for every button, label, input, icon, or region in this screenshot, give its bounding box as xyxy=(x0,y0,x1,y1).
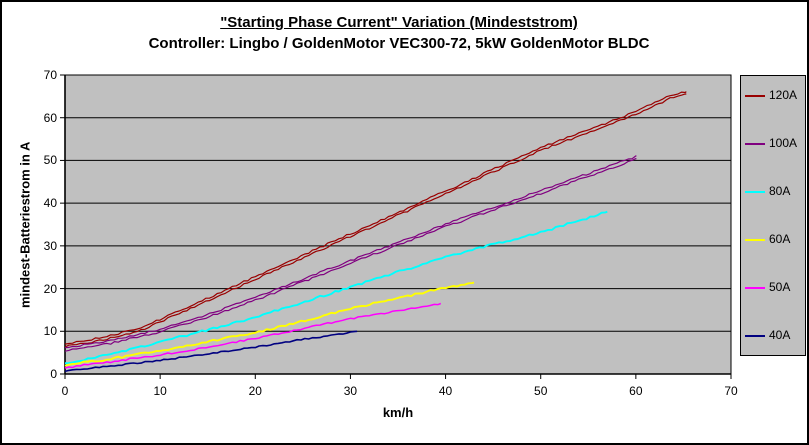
y-tick-label: 30 xyxy=(43,238,57,253)
x-tick-label: 20 xyxy=(248,384,262,398)
legend-entry-40A: 40A xyxy=(745,329,801,342)
x-tick-label: 40 xyxy=(438,384,453,398)
chart-subtitle: Controller: Lingbo / GoldenMotor VEC300-… xyxy=(148,35,650,52)
legend-line-swatch xyxy=(745,94,765,97)
legend-label: 120A xyxy=(769,88,798,102)
x-tick-label: 10 xyxy=(153,384,167,398)
x-tick-label: 0 xyxy=(61,384,69,398)
legend-line-swatch xyxy=(745,142,765,145)
y-tick-label: 60 xyxy=(43,110,57,125)
chart-title: "Starting Phase Current" Variation (Mind… xyxy=(220,14,578,31)
plot-area xyxy=(64,74,732,375)
legend-line-swatch xyxy=(745,238,765,241)
legend-label: 100A xyxy=(769,136,798,150)
legend-line-swatch xyxy=(745,334,765,337)
series-line-100A xyxy=(64,158,637,352)
series-line-60A xyxy=(64,281,475,367)
series-line-40A xyxy=(64,330,358,373)
series-line-120A xyxy=(64,91,687,345)
x-tick-label: 60 xyxy=(629,384,643,398)
legend-label: 80A xyxy=(769,184,791,198)
y-tick-label: 50 xyxy=(43,153,57,168)
series-line-80A xyxy=(64,210,608,365)
series-line-120A xyxy=(64,93,687,348)
y-tick-label: 10 xyxy=(43,324,57,339)
legend-entry-120A: 120A xyxy=(745,89,801,102)
legend-entry-60A: 60A xyxy=(745,233,801,246)
y-tick-label: 20 xyxy=(43,281,57,296)
legend-line-swatch xyxy=(745,286,765,289)
x-tick-label: 70 xyxy=(724,384,738,398)
legend-entry-100A: 100A xyxy=(745,137,801,150)
y-tick-label: 0 xyxy=(50,367,57,381)
legend-label: 40A xyxy=(769,328,791,342)
legend-line-swatch xyxy=(745,190,765,193)
x-tick-label: 50 xyxy=(534,384,548,398)
chart-title-block: "Starting Phase Current" Variation (Mind… xyxy=(2,13,796,54)
y-tick-label: 70 xyxy=(43,68,57,82)
series-line-50A xyxy=(64,302,442,369)
legend-label: 50A xyxy=(769,280,791,294)
series-line-100A xyxy=(64,155,637,349)
legend-entry-80A: 80A xyxy=(745,185,801,198)
legend: 120A 100A 80A 60A 50A 40A xyxy=(740,75,806,356)
legend-label: 60A xyxy=(769,232,791,246)
y-tick-label: 40 xyxy=(43,196,57,211)
x-tick-label: 30 xyxy=(343,384,358,398)
x-axis-title: km/h xyxy=(382,405,414,420)
legend-entry-50A: 50A xyxy=(745,281,801,294)
